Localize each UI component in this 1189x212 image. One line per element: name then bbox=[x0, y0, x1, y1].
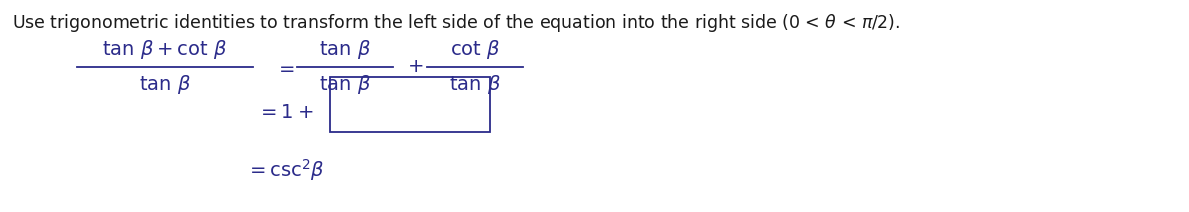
Text: $\cot\,\beta$: $\cot\,\beta$ bbox=[449, 38, 501, 61]
Text: $\tan\,\beta + \cot\,\beta$: $\tan\,\beta + \cot\,\beta$ bbox=[102, 38, 227, 61]
Text: $\tan\,\beta$: $\tan\,\beta$ bbox=[139, 73, 191, 96]
Text: $\tan\,\beta$: $\tan\,\beta$ bbox=[449, 73, 501, 96]
Text: $\tan\,\beta$: $\tan\,\beta$ bbox=[319, 38, 371, 61]
Text: Use trigonometric identities to transform the left side of the equation into the: Use trigonometric identities to transfor… bbox=[12, 12, 900, 34]
Text: $+$: $+$ bbox=[407, 57, 423, 77]
Text: $\tan\,\beta$: $\tan\,\beta$ bbox=[319, 73, 371, 96]
Text: $= \csc^2\!\beta$: $= \csc^2\!\beta$ bbox=[246, 157, 325, 183]
Text: $= 1 +$: $= 1 +$ bbox=[257, 102, 313, 121]
Text: $=$: $=$ bbox=[275, 57, 295, 77]
Bar bbox=[331, 77, 490, 132]
